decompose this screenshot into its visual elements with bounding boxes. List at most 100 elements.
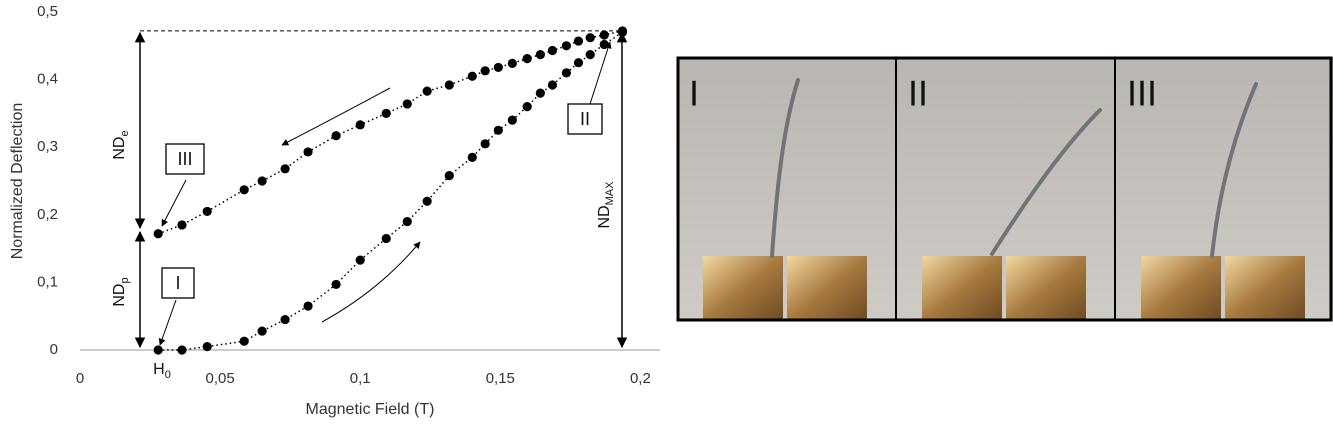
data-point bbox=[422, 196, 432, 206]
ann-text: ND bbox=[111, 137, 128, 160]
data-point bbox=[535, 88, 545, 98]
data-point bbox=[177, 220, 187, 230]
fiber bbox=[1210, 82, 1258, 258]
data-point bbox=[280, 314, 290, 325]
photo-label: III bbox=[1127, 75, 1157, 115]
data-point bbox=[522, 102, 532, 112]
data-point bbox=[239, 336, 249, 346]
data-point bbox=[331, 279, 341, 290]
y-tick-label: 0,5 bbox=[37, 3, 58, 20]
magnet bbox=[1006, 256, 1086, 321]
x-tick-label: 0 bbox=[76, 370, 84, 387]
series-line bbox=[158, 31, 623, 351]
data-point bbox=[522, 54, 532, 64]
y-axis-label: Normalized Deflection bbox=[9, 103, 26, 260]
data-point bbox=[467, 71, 477, 81]
data-point bbox=[507, 115, 517, 125]
series-line bbox=[157, 30, 623, 235]
label-box bbox=[567, 103, 603, 135]
photo-label: I bbox=[689, 75, 699, 115]
pointer bbox=[158, 299, 177, 346]
data-point bbox=[573, 58, 584, 68]
data-point bbox=[599, 39, 609, 50]
ann-text: ND bbox=[596, 205, 613, 228]
x-tick-label: 0,2 bbox=[630, 370, 651, 387]
data-point bbox=[355, 120, 365, 130]
label-box bbox=[165, 143, 205, 175]
data-point bbox=[599, 30, 609, 40]
photo-panel: I II III bbox=[676, 56, 1333, 322]
ann-text: H bbox=[153, 361, 165, 378]
magnet bbox=[787, 256, 867, 321]
direction-arrow bbox=[281, 87, 391, 146]
data-point bbox=[444, 80, 454, 90]
data-point bbox=[480, 139, 490, 149]
data-point bbox=[422, 86, 432, 96]
ann-sub: MAX bbox=[604, 181, 616, 206]
direction-arrow bbox=[321, 241, 421, 323]
data-point bbox=[280, 164, 290, 174]
data-point bbox=[444, 170, 454, 181]
data-point bbox=[303, 301, 313, 311]
pointer bbox=[589, 41, 612, 105]
pointer bbox=[161, 179, 187, 227]
magnet bbox=[922, 256, 1002, 321]
data-point bbox=[535, 49, 545, 60]
data-point bbox=[239, 185, 249, 195]
data-point bbox=[585, 49, 595, 60]
label-box-text: III bbox=[177, 149, 192, 169]
label-box-text: I bbox=[175, 273, 180, 293]
data-point bbox=[303, 147, 313, 157]
photo-label: II bbox=[908, 75, 928, 115]
nd-e-label: NDe bbox=[111, 130, 131, 159]
data-point bbox=[402, 99, 412, 109]
ann-sub: p bbox=[119, 277, 131, 283]
data-point bbox=[573, 36, 584, 46]
data-point bbox=[381, 233, 391, 244]
data-point bbox=[202, 342, 212, 352]
y-tick-label: 0,4 bbox=[37, 71, 58, 88]
data-point bbox=[585, 33, 595, 43]
magnet bbox=[1225, 256, 1305, 321]
data-point bbox=[547, 45, 558, 56]
magnet bbox=[703, 256, 783, 321]
data-point bbox=[402, 216, 412, 227]
y-tick-label: 0,1 bbox=[37, 273, 58, 290]
y-tick-label: 0,2 bbox=[37, 206, 58, 223]
y-tick-label: 0 bbox=[50, 341, 58, 358]
magnet bbox=[1141, 256, 1221, 321]
data-point bbox=[153, 229, 163, 239]
data-point bbox=[617, 26, 628, 36]
h0-label: H0 bbox=[153, 361, 171, 381]
data-point bbox=[561, 41, 572, 51]
data-point bbox=[493, 62, 503, 73]
x-axis-label: Magnetic Field (T) bbox=[306, 401, 435, 418]
ann-sub: e bbox=[119, 130, 131, 136]
nd-p-label: NDp bbox=[111, 277, 131, 306]
label-box bbox=[161, 267, 195, 299]
photo-frame bbox=[676, 56, 1333, 322]
data-point bbox=[257, 326, 267, 336]
data-point bbox=[331, 131, 341, 141]
data-point bbox=[507, 58, 517, 68]
data-point bbox=[381, 108, 391, 118]
data-point bbox=[480, 66, 490, 76]
fiber bbox=[990, 108, 1102, 256]
data-point bbox=[153, 345, 163, 355]
data-point bbox=[177, 345, 187, 355]
data-point bbox=[355, 255, 365, 265]
data-point bbox=[467, 152, 477, 162]
data-point bbox=[561, 68, 572, 78]
data-point bbox=[202, 206, 212, 217]
ann-text: ND bbox=[111, 284, 128, 307]
label-box-text: II bbox=[580, 109, 590, 129]
nd-max-label: NDMAX bbox=[596, 181, 616, 229]
y-tick-label: 0,3 bbox=[37, 138, 58, 155]
fiber bbox=[770, 78, 800, 258]
ann-sub: 0 bbox=[165, 369, 171, 381]
x-tick-label: 0,1 bbox=[350, 370, 371, 387]
data-point bbox=[257, 176, 267, 186]
data-point bbox=[493, 125, 503, 135]
